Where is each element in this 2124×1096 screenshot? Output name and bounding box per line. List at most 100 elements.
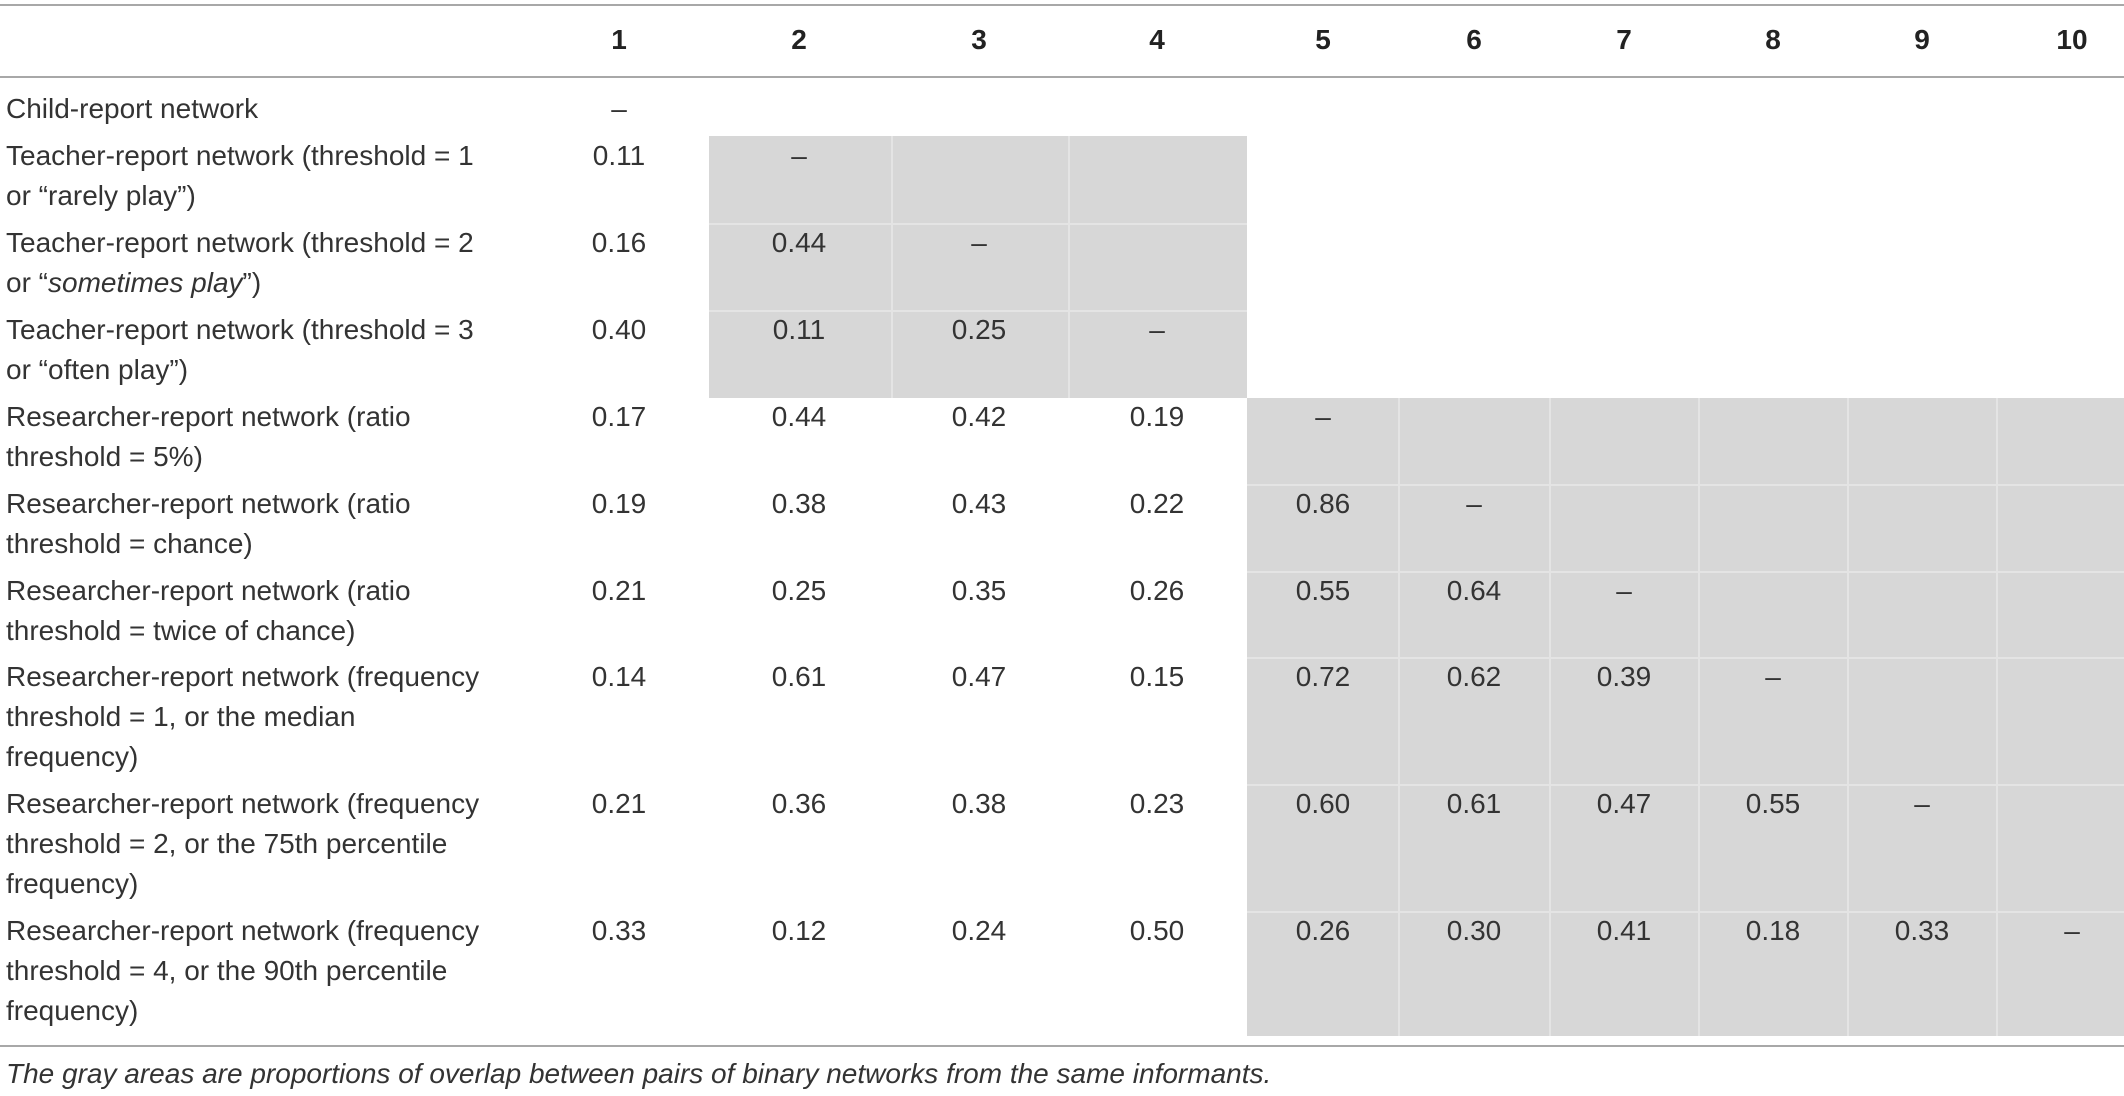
table-cell: 0.40 [591,314,647,345]
row-label: Researcher-report network (ratio threshol… [6,397,506,477]
table-cell: 0.39 [1596,661,1652,692]
table-cell: 0.11 [592,140,646,171]
row-label-line: threshold = 1, or the median [6,701,356,732]
table-cell: – [1616,575,1632,606]
column-header-9: 9 [1914,24,1930,55]
table-cell: 0.26 [1295,915,1351,946]
shade-row-separator [1247,571,2124,573]
row-label-line: Teacher-report network (threshold = 3 [6,314,474,345]
table-cell: 0.62 [1446,661,1502,692]
row-label: Researcher-report network (frequency thre… [6,657,506,777]
row-label: Researcher-report network (frequency thre… [6,784,506,904]
shade-col-separator [1847,398,1849,1036]
row-label: Researcher-report network (ratio threshol… [6,571,506,651]
shade-col-separator [1398,398,1400,1036]
table-cell: 0.22 [1129,488,1185,519]
row-label-line: Child-report network [6,93,259,124]
row-label-line: threshold = twice of chance) [6,615,356,646]
table-cell: 0.44 [771,401,827,432]
row-label-line: Researcher-report network (ratio [6,488,411,519]
row-label: Teacher-report network (threshold = 2 or … [6,223,506,303]
column-header-3: 3 [971,24,987,55]
table-cell: 0.25 [951,314,1007,345]
teacher-overlap-shading [709,136,1247,398]
header-rule [0,76,2124,78]
shade-col-separator [1068,136,1070,398]
table-cell: 0.43 [951,488,1007,519]
table-cell: 0.38 [771,488,827,519]
table-footnote: The gray areas are proportions of overla… [6,1058,1272,1089]
row-label-line: Teacher-report network (threshold = 1 [6,140,474,171]
row-label-line: Researcher-report network (frequency [6,915,480,946]
table-cell: 0.18 [1745,915,1801,946]
shade-row-separator [709,310,1247,312]
row-label: Researcher-report network (ratio threshol… [6,484,506,564]
table-cell: 0.55 [1745,788,1801,819]
row-label-line: frequency) [6,741,139,772]
row-label-line: Teacher-report network (threshold = 2 [6,227,474,258]
row-label-line: frequency) [6,995,139,1026]
row-label-line: Researcher-report network (frequency [6,661,480,692]
column-header-6: 6 [1466,24,1482,55]
table-cell: 0.42 [951,401,1007,432]
label-italic-fragment: sometimes play [48,267,243,298]
row-label: Teacher-report network (threshold = 3 or … [6,310,506,390]
shade-row-separator [1247,784,2124,786]
table-cell: – [611,93,627,124]
row-label: Teacher-report network (threshold = 1 or … [6,136,506,216]
table-cell: 0.24 [951,915,1007,946]
column-header-1: 1 [611,24,627,55]
table-cell: 0.72 [1295,661,1351,692]
table-cell: – [1466,488,1482,519]
table-cell: 0.30 [1446,915,1502,946]
column-header-5: 5 [1315,24,1331,55]
shade-row-separator [1247,657,2124,659]
table-cell: 0.36 [771,788,827,819]
table-cell: 0.55 [1295,575,1351,606]
table-cell: 0.50 [1129,915,1185,946]
researcher-overlap-shading [1247,398,2124,1036]
table-cell: 0.15 [1129,661,1185,692]
table-cell: – [791,140,807,171]
table-cell: 0.26 [1129,575,1185,606]
top-rule [0,4,2124,6]
table-cell: 0.60 [1295,788,1351,819]
shade-col-separator [891,136,893,398]
table-cell: 0.47 [951,661,1007,692]
label-fragment: ”) [242,267,262,298]
table-cell: 0.21 [591,575,647,606]
table-cell: – [1315,401,1331,432]
row-label-line: threshold = 5%) [6,441,203,472]
table-cell: – [1914,788,1930,819]
table-cell: 0.33 [591,915,647,946]
table-cell: 0.41 [1596,915,1652,946]
table-cell: – [2064,915,2080,946]
table-cell: 0.23 [1129,788,1185,819]
row-label-line: threshold = 4, or the 90th percentile [6,955,448,986]
label-fragment: or “ [6,267,48,298]
column-header-7: 7 [1616,24,1632,55]
shade-col-separator [1996,398,1998,1036]
bottom-rule [0,1045,2124,1047]
row-label-line: threshold = chance) [6,528,253,559]
row-label-line: Researcher-report network (ratio [6,401,411,432]
table-cell: 0.21 [591,788,647,819]
table-cell: 0.47 [1596,788,1652,819]
row-label-line: or “often play”) [6,354,189,385]
table-cell: 0.86 [1295,488,1351,519]
row-label: Researcher-report network (frequency thre… [6,911,506,1031]
row-label-line: threshold = 2, or the 75th percentile [6,828,448,859]
row-label-line: frequency) [6,868,139,899]
row-label-line: Researcher-report network (frequency [6,788,480,819]
shade-row-separator [1247,484,2124,486]
table-cell: – [971,227,987,258]
shade-col-separator [1698,398,1700,1036]
row-label: Child-report network [6,89,506,129]
table-cell: 0.16 [591,227,647,258]
table-cell: 0.44 [771,227,827,258]
row-label-line: or “sometimes play”) [6,263,506,303]
table-cell: 0.12 [771,915,827,946]
table-cell: 0.19 [591,488,647,519]
